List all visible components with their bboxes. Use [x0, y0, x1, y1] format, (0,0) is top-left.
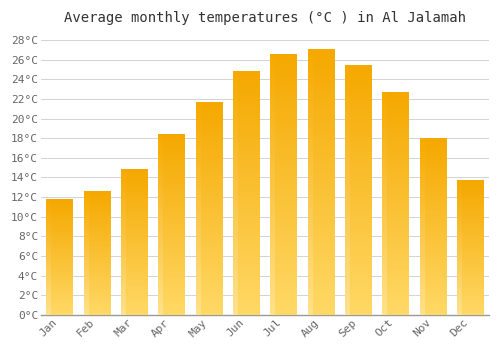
Title: Average monthly temperatures (°C ) in Al Jalamah: Average monthly temperatures (°C ) in Al… — [64, 11, 466, 25]
